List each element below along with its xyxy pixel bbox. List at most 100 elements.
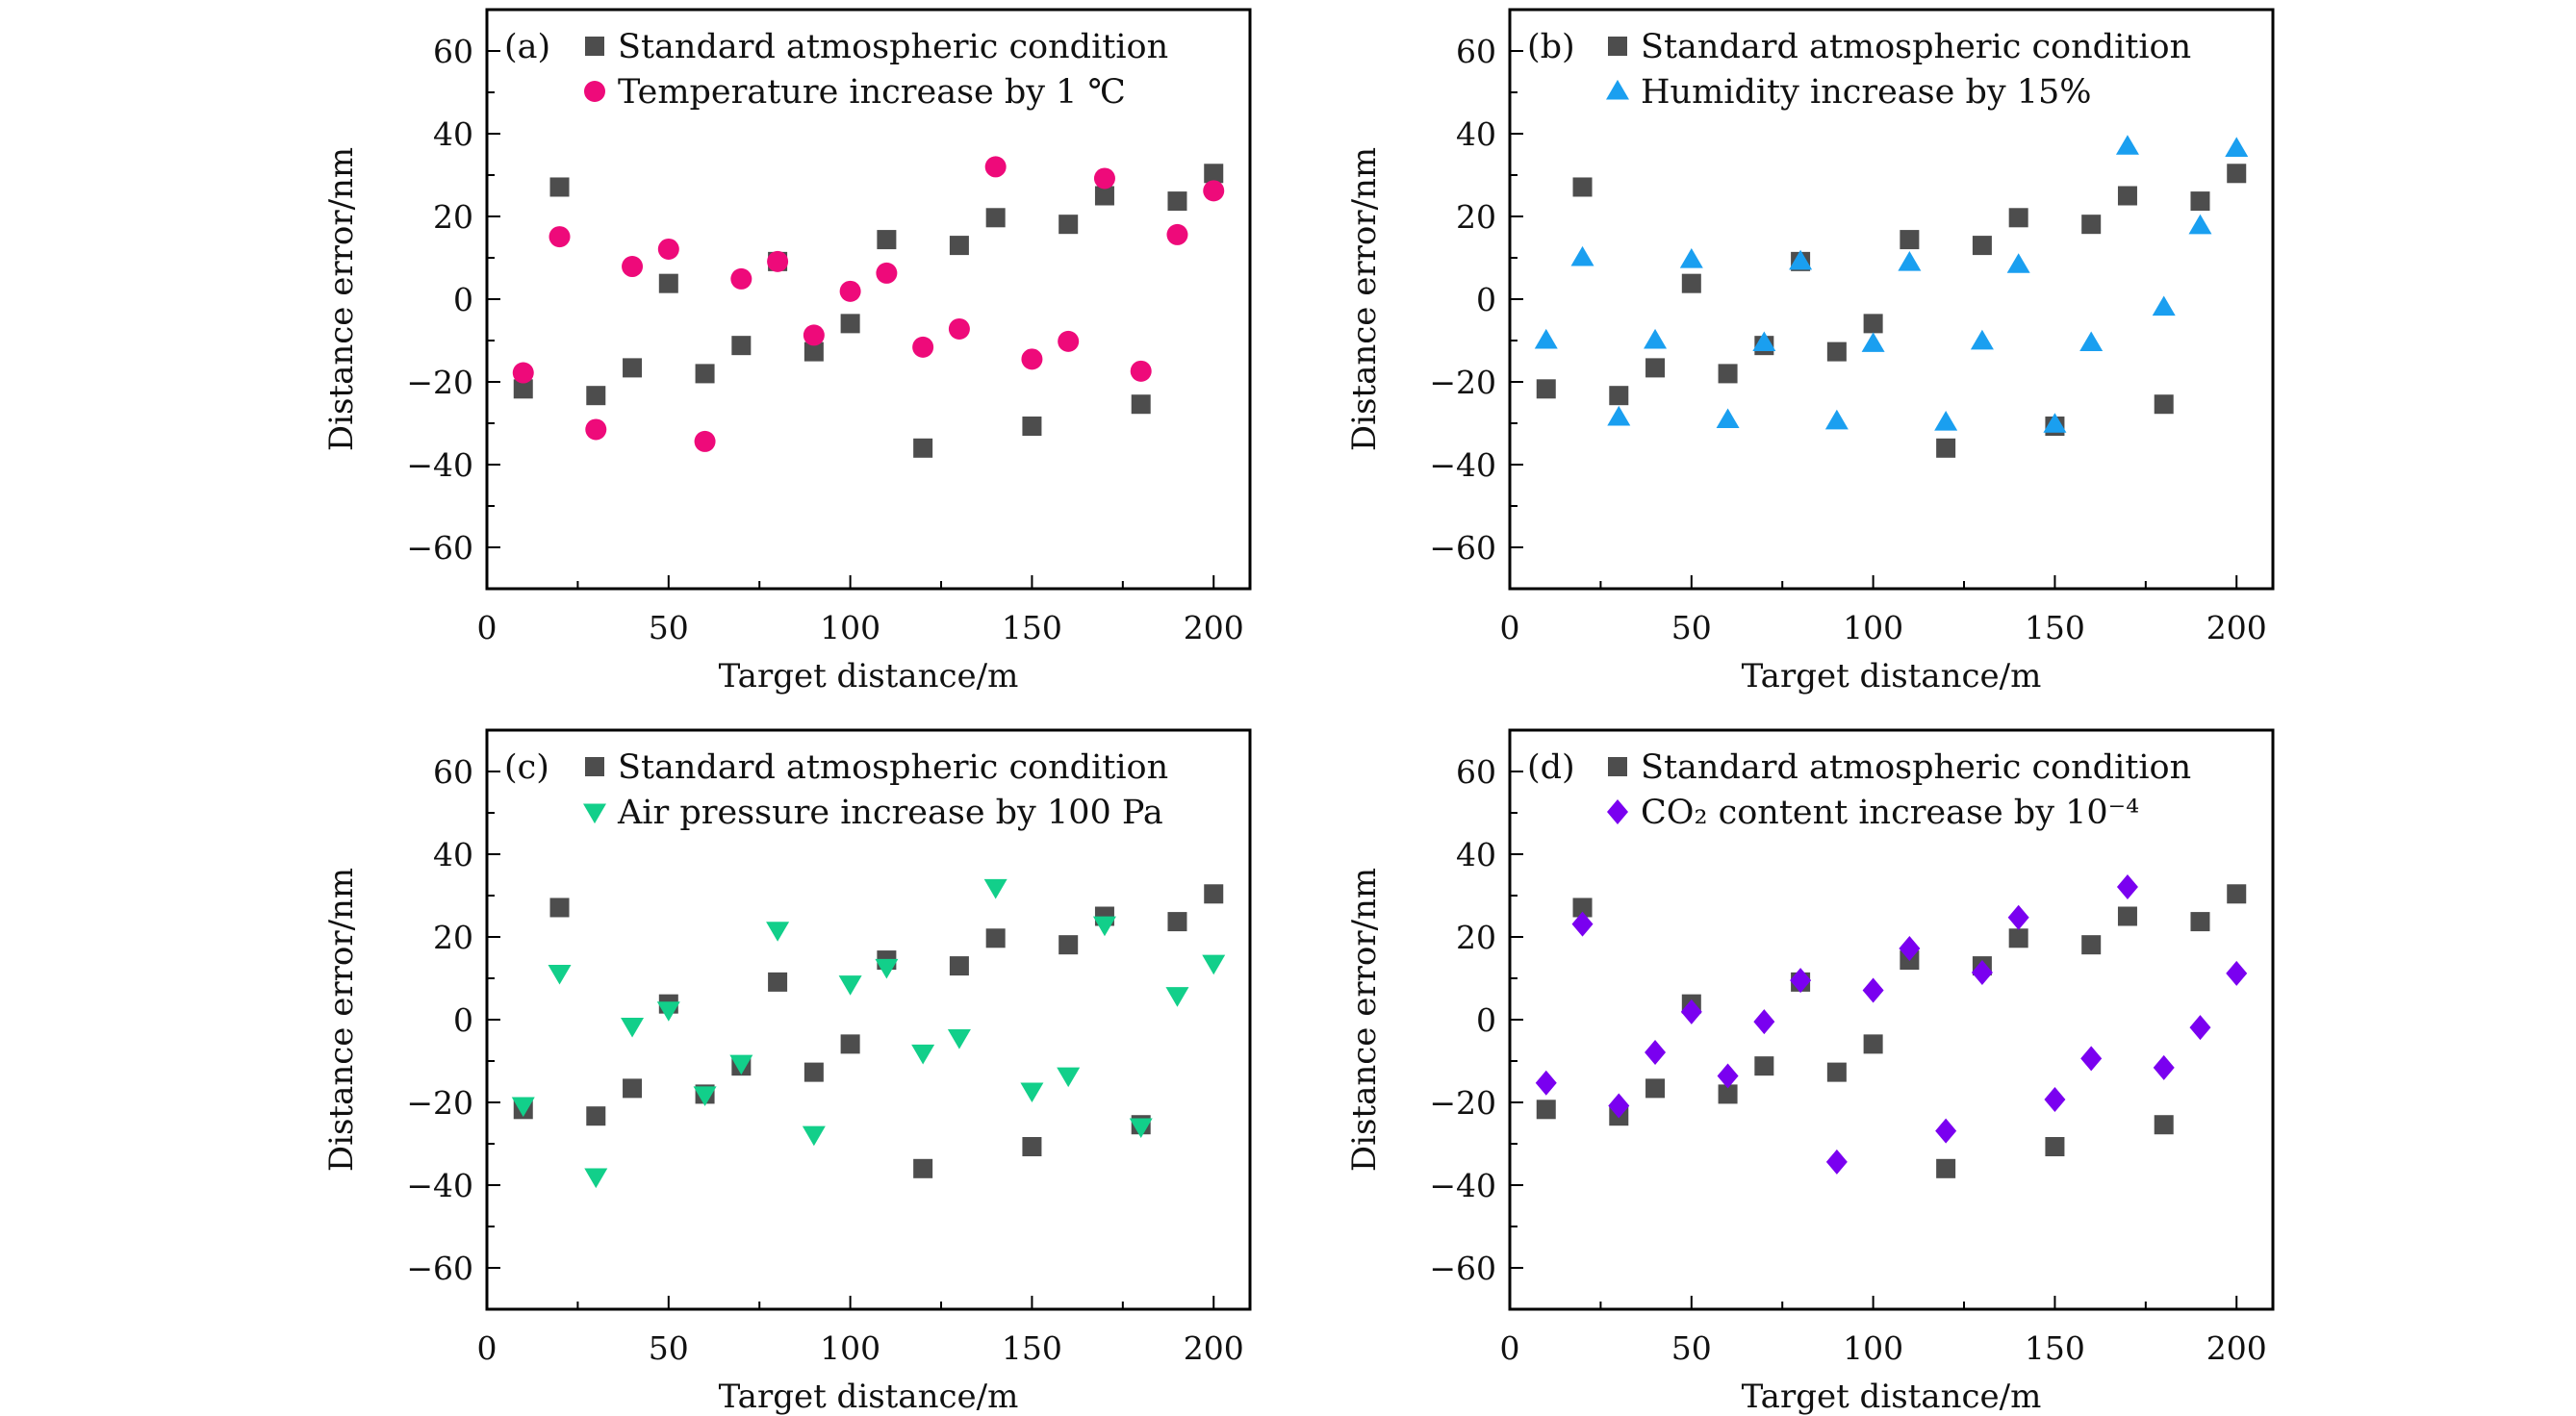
x-tick-label: 100: [820, 609, 880, 646]
data-point: [1534, 328, 1558, 349]
data-point: [876, 262, 898, 284]
data-point: [2153, 1054, 2175, 1080]
data-point: [694, 430, 716, 452]
data-point: [985, 928, 1006, 948]
data-point: [513, 379, 533, 399]
data-point: [1203, 180, 1225, 202]
x-tick-label: 50: [1671, 609, 1712, 646]
legend-entry: Standard atmospheric condition: [618, 28, 1168, 66]
x-axis-label: Target distance/m: [719, 1378, 1019, 1416]
y-tick-label: 40: [433, 836, 473, 873]
data-point: [1204, 164, 1224, 184]
y-axis-label: Distance error/nm: [1345, 147, 1384, 451]
data-point: [2226, 960, 2248, 986]
data-point: [1536, 1100, 1556, 1120]
y-tick-label: 20: [1456, 198, 1496, 236]
panel-b: 0 50 100 150 200 −60 −40 −20 0 20 40 60 Target dista…: [1345, 8, 2275, 695]
data-point: [2154, 394, 2174, 415]
y-tick-label: 40: [1456, 836, 1496, 873]
data-point: [2227, 884, 2247, 904]
data-point: [1936, 1158, 1956, 1178]
data-point: [1681, 273, 1701, 293]
data-point: [838, 975, 862, 996]
y-tick-label: 60: [433, 753, 473, 791]
legend-entry: Standard atmospheric condition: [1641, 748, 2191, 787]
y-tick-label: 20: [1456, 919, 1496, 956]
data-point: [585, 418, 607, 441]
legend-marker: [1607, 799, 1628, 824]
data-point: [1131, 394, 1151, 415]
series-0: [1536, 884, 2247, 1178]
y-tick-label: −40: [1429, 1167, 1496, 1204]
x-tick-label: 150: [1002, 1329, 1062, 1367]
y-tick-label: 0: [453, 1001, 473, 1039]
legend-entry: Humidity increase by 15%: [1641, 73, 2092, 112]
legend-marker: [583, 803, 606, 824]
data-point: [695, 364, 715, 384]
data-point: [1863, 1034, 1883, 1054]
data-point: [1058, 935, 1079, 955]
data-point: [983, 878, 1007, 899]
x-axis-label: Target distance/m: [1742, 1378, 2042, 1416]
data-point: [730, 267, 752, 290]
data-point: [2008, 208, 2028, 228]
data-point: [1608, 1093, 1630, 1119]
legend-entry: Temperature increase by 1 ℃: [618, 73, 1126, 112]
y-tick-label: 40: [433, 115, 473, 153]
data-point: [1058, 330, 1080, 352]
data-point: [839, 280, 861, 302]
x-tick-label: 200: [2206, 609, 2267, 646]
data-point: [913, 438, 933, 458]
data-point: [1824, 409, 1849, 430]
x-tick-label: 150: [2025, 1329, 2085, 1367]
data-point: [2116, 873, 2138, 899]
data-point: [1021, 348, 1043, 370]
data-point: [1202, 954, 1226, 975]
x-tick-label: 50: [649, 1329, 689, 1367]
x-tick-label: 50: [1671, 1329, 1712, 1367]
data-point: [658, 273, 678, 293]
data-point: [1862, 977, 1884, 1003]
data-point: [1789, 249, 1813, 270]
data-point: [1972, 236, 1992, 256]
data-point: [1718, 1084, 1738, 1104]
data-point: [511, 1097, 535, 1118]
data-point: [1571, 911, 1594, 937]
y-tick-label: 40: [1456, 115, 1496, 153]
data-point: [1898, 251, 1922, 271]
legend-entry: Standard atmospheric condition: [618, 748, 1168, 787]
data-point: [2117, 186, 2137, 206]
data-point: [803, 1062, 824, 1082]
data-point: [1644, 328, 1668, 349]
y-axis-label: Distance error/nm: [1345, 868, 1384, 1172]
data-point: [548, 226, 571, 248]
data-point: [586, 386, 606, 406]
data-point: [1092, 916, 1116, 937]
data-point: [548, 964, 572, 985]
series-1: [1535, 873, 2248, 1175]
data-point: [1790, 968, 1812, 994]
panel-label: (b): [1527, 28, 1575, 66]
x-tick-label: 100: [1843, 1329, 1903, 1367]
data-point: [1130, 360, 1152, 382]
y-tick-label: −40: [1429, 446, 1496, 484]
data-point: [731, 336, 752, 356]
data-point: [1020, 1082, 1044, 1103]
legend-marker: [1608, 757, 1627, 776]
data-point: [693, 1086, 717, 1106]
panel-label: (a): [504, 28, 550, 66]
data-point: [549, 177, 570, 197]
x-tick-label: 50: [649, 609, 689, 646]
y-tick-label: −20: [1429, 1084, 1496, 1122]
panel-a: 0 50 100 150 200 −60 −40 −20 0 20 40 60 Target dista…: [322, 8, 1252, 695]
x-axis-label: Target distance/m: [1742, 657, 2042, 695]
data-point: [2080, 1046, 2103, 1072]
data-point: [803, 324, 825, 346]
data-point: [1717, 1063, 1739, 1089]
series-1: [511, 878, 1226, 1189]
data-point: [1645, 1039, 1667, 1065]
data-point: [1679, 248, 1703, 268]
panel-label: (c): [504, 748, 549, 787]
data-point: [1899, 936, 1921, 962]
